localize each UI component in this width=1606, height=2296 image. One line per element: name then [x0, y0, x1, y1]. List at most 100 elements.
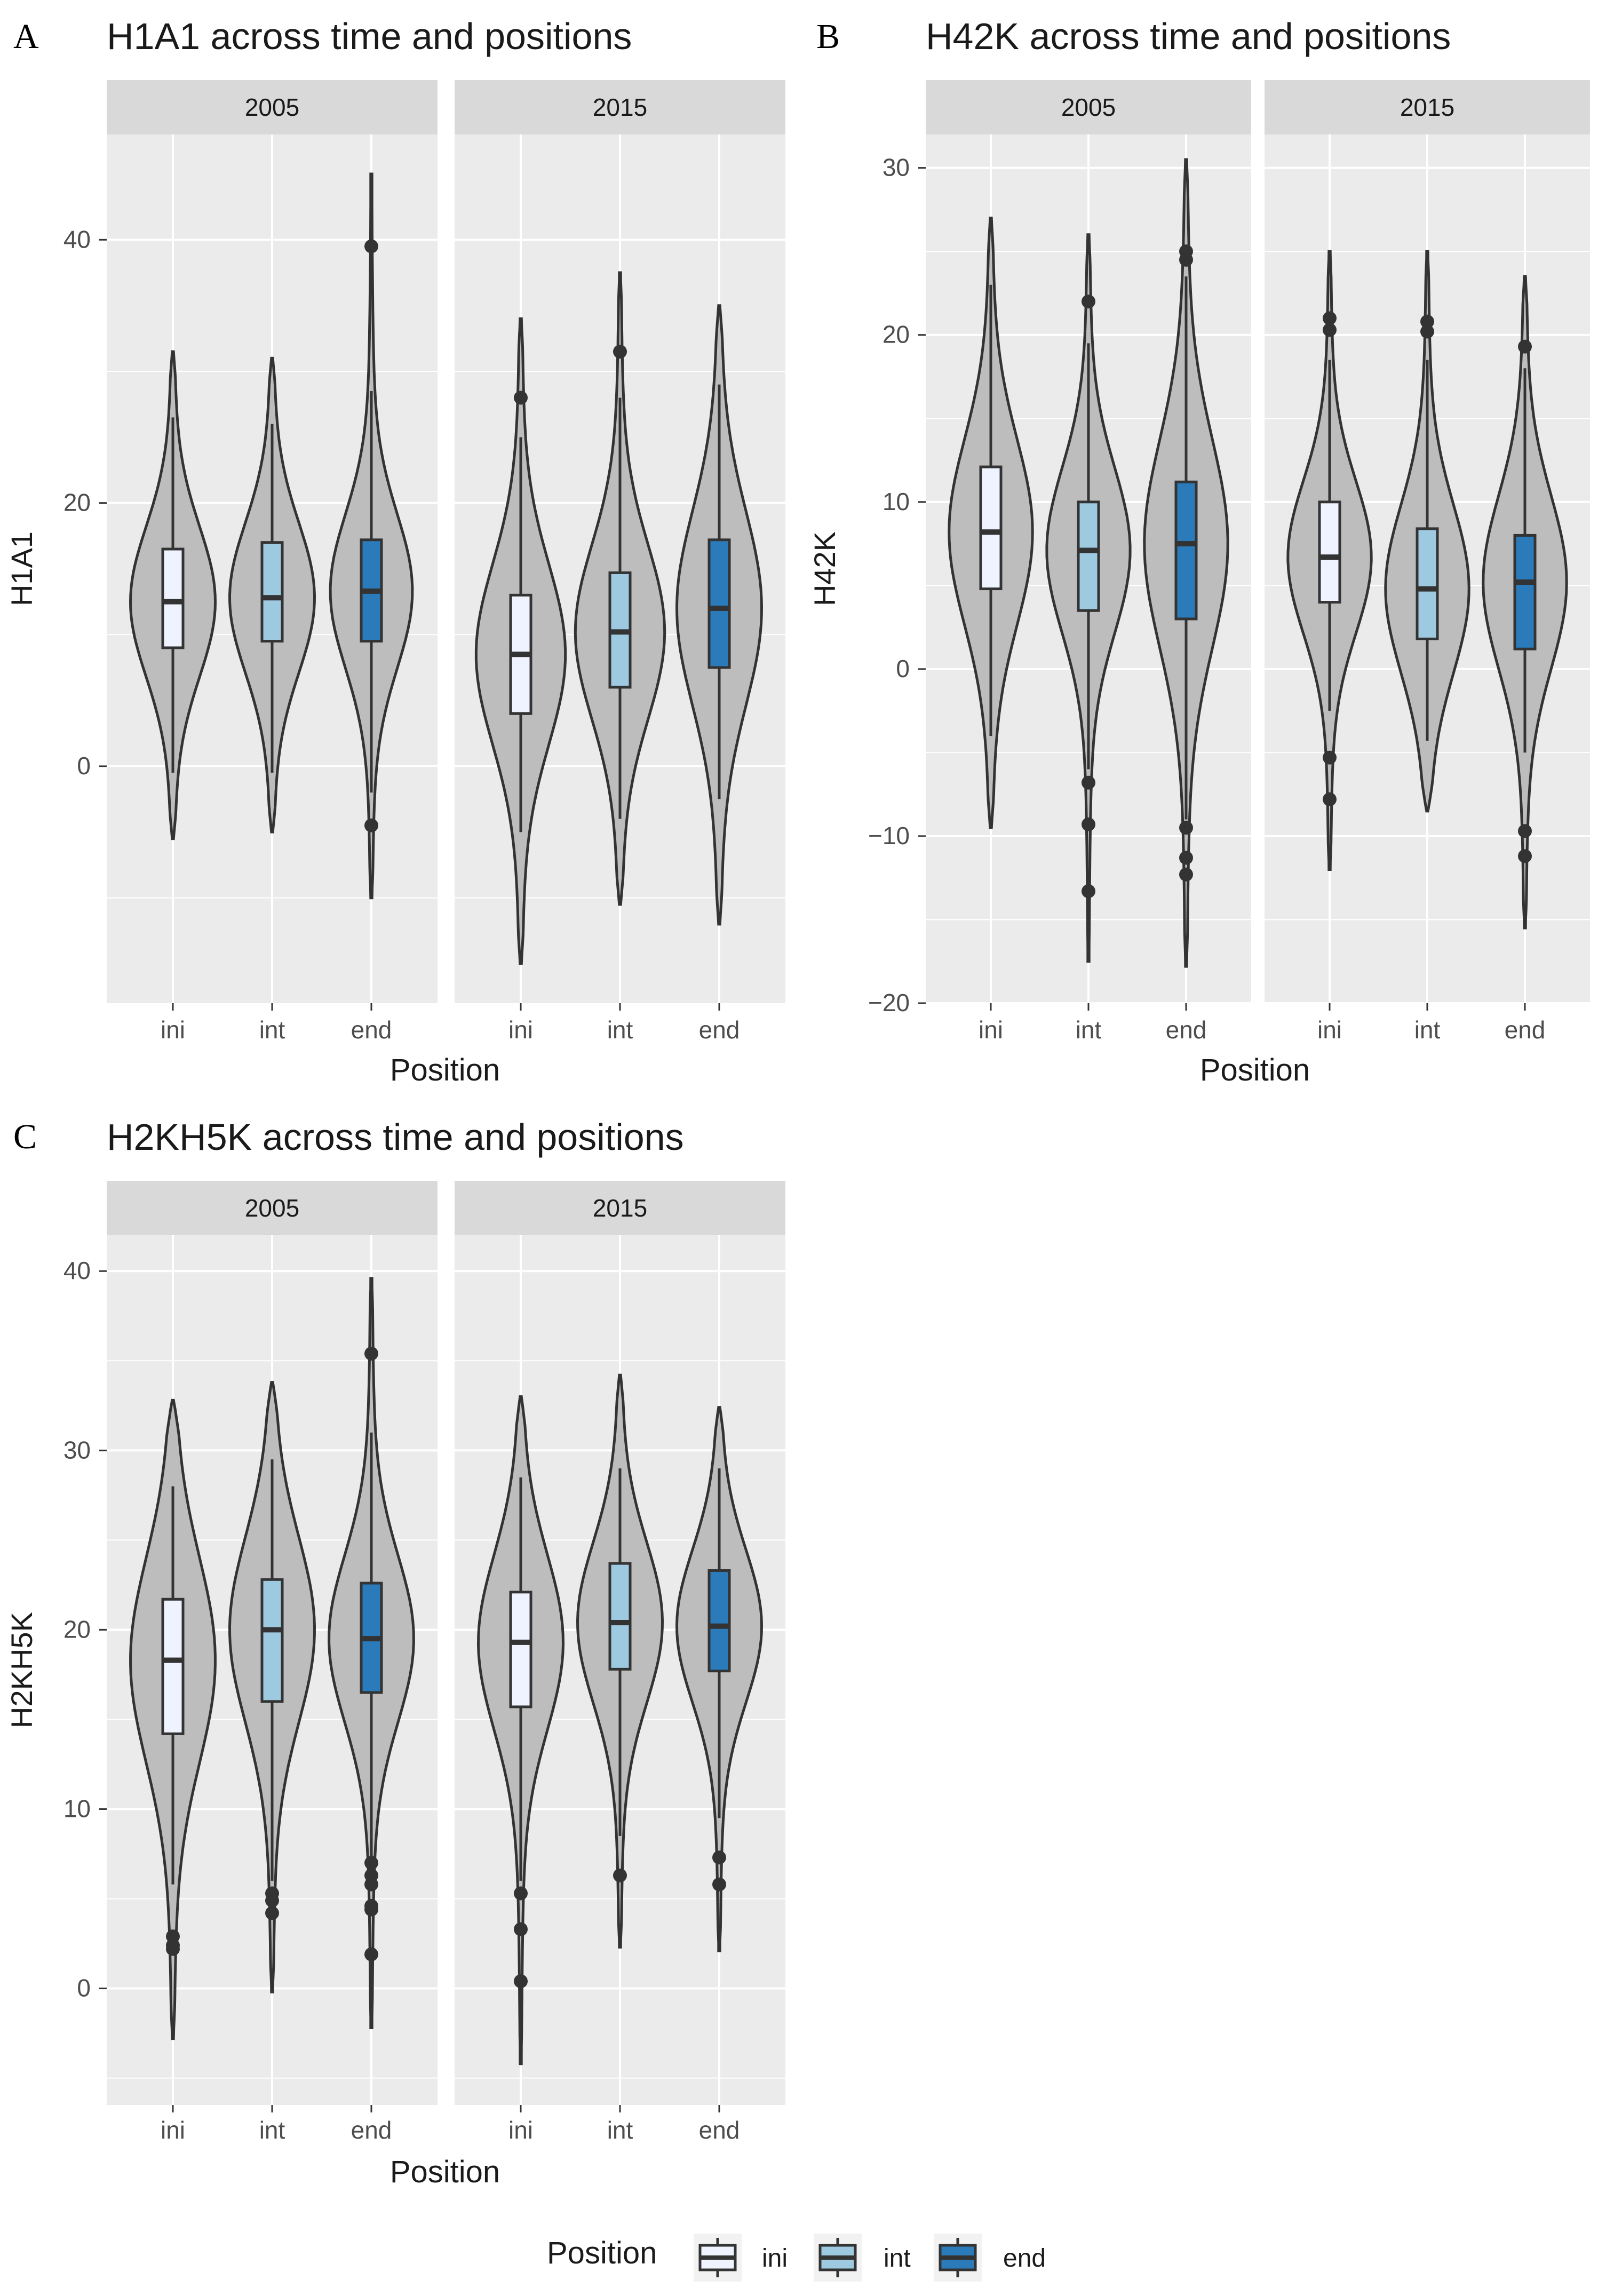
y-tick-label: 20	[63, 1615, 91, 1643]
x-tick-label: ini	[1317, 1016, 1342, 1044]
outlier-point	[364, 819, 378, 832]
panel-letter: A	[13, 17, 39, 56]
outlier-point	[1179, 867, 1193, 881]
outlier-point	[265, 1893, 279, 1908]
y-axis-label: H42K	[808, 531, 841, 606]
x-tick-label: ini	[979, 1016, 1003, 1044]
x-tick-label: int	[1076, 1016, 1102, 1044]
chart-title: H42K across time and positions	[926, 15, 1451, 57]
outlier-point	[364, 1947, 378, 1961]
x-tick-label: end	[699, 1016, 740, 1044]
box-ini	[1318, 500, 1341, 604]
facet-strip-label: 2015	[593, 93, 647, 121]
facet-strip-label: 2005	[245, 93, 299, 121]
y-tick-label: 40	[63, 225, 91, 253]
outlier-point	[514, 1886, 528, 1901]
facet-strip-label: 2015	[593, 1194, 647, 1222]
outlier-point	[712, 1850, 726, 1865]
facet-strip	[455, 80, 785, 134]
facet-strip-label: 2015	[1400, 93, 1454, 121]
y-tick-label: −20	[868, 989, 910, 1016]
y-tick-label: 0	[896, 655, 910, 682]
x-tick-label: int	[1414, 1016, 1441, 1044]
outlier-point	[613, 345, 627, 359]
outlier-point	[613, 1868, 627, 1882]
facet-strip	[926, 80, 1251, 134]
y-tick-label: 0	[77, 752, 91, 780]
outlier-point	[514, 1974, 528, 1989]
y-tick-label: 20	[882, 321, 910, 348]
x-tick-label: int	[607, 1016, 633, 1044]
x-tick-label: int	[607, 2116, 633, 2144]
outlier-point	[1420, 324, 1434, 339]
legend-title: Position	[547, 2236, 657, 2270]
panel-letter: C	[13, 1117, 37, 1156]
facet-strip-label: 2005	[1061, 93, 1116, 121]
x-tick-label: end	[351, 2116, 392, 2144]
x-axis-label: Position	[390, 1053, 500, 1087]
outlier-point	[364, 1877, 378, 1892]
x-tick-label: int	[259, 2116, 285, 2144]
x-tick-label: end	[699, 2116, 740, 2144]
box-end	[1174, 480, 1198, 621]
outlier-point	[1323, 792, 1337, 807]
outlier-point	[712, 1877, 726, 1892]
x-tick-label: end	[351, 1016, 392, 1044]
x-tick-label: end	[1166, 1016, 1207, 1044]
box-ini	[161, 1598, 185, 1735]
facet-strip	[107, 1181, 438, 1235]
x-tick-label: end	[1505, 1016, 1546, 1044]
outlier-point	[1179, 851, 1193, 865]
outlier-point	[1082, 817, 1095, 832]
x-tick-label: ini	[161, 2116, 185, 2144]
outlier-point	[1323, 311, 1337, 325]
outlier-point	[1082, 295, 1095, 309]
y-tick-label: 40	[63, 1257, 91, 1284]
outlier-point	[364, 239, 378, 253]
outlier-point	[364, 1346, 378, 1361]
box-int	[608, 1562, 632, 1671]
outlier-point	[265, 1906, 279, 1920]
x-axis-label: Position	[390, 2155, 500, 2189]
box-int	[1416, 527, 1439, 640]
facet-strip	[455, 1181, 785, 1235]
legend: Position ini int end	[547, 2234, 1046, 2282]
legend-label-end: end	[1003, 2244, 1046, 2273]
x-tick-label: ini	[508, 1016, 533, 1044]
outlier-point	[1518, 824, 1532, 838]
y-tick-label: −10	[868, 822, 910, 849]
chart-title: H2KH5K across time and positions	[107, 1116, 684, 1158]
outlier-point	[1082, 884, 1095, 899]
box-end	[1513, 534, 1537, 650]
facet-strip	[107, 80, 438, 134]
outlier-point	[1518, 339, 1532, 354]
outlier-point	[1323, 750, 1337, 765]
box-int	[260, 541, 284, 643]
y-tick-label: 0	[77, 1974, 91, 2002]
y-tick-label: 30	[63, 1436, 91, 1464]
outlier-point	[364, 1856, 378, 1870]
y-tick-label: 10	[63, 1794, 91, 1822]
outlier-point	[514, 391, 528, 405]
box-end	[707, 538, 731, 669]
outlier-point	[1518, 849, 1532, 863]
legend-label-ini: ini	[762, 2244, 788, 2273]
outlier-point	[1323, 323, 1337, 337]
panel-letter: B	[816, 17, 840, 56]
y-tick-label: 30	[882, 154, 910, 181]
outlier-point	[166, 1942, 180, 1956]
box-ini	[979, 465, 1003, 591]
outlier-point	[1420, 314, 1434, 329]
outlier-point	[1179, 821, 1193, 835]
legend-label-int: int	[884, 2244, 911, 2273]
x-axis-label: Position	[1200, 1053, 1310, 1087]
facet-strip	[1265, 80, 1590, 134]
x-tick-label: ini	[508, 2116, 533, 2144]
facet-strip-label: 2005	[245, 1194, 299, 1222]
y-axis-label: H2KH5K	[5, 1612, 38, 1728]
box-int	[260, 1578, 284, 1703]
y-tick-label: 20	[63, 489, 91, 517]
box-int	[1077, 500, 1100, 612]
outlier-point	[364, 1902, 378, 1917]
